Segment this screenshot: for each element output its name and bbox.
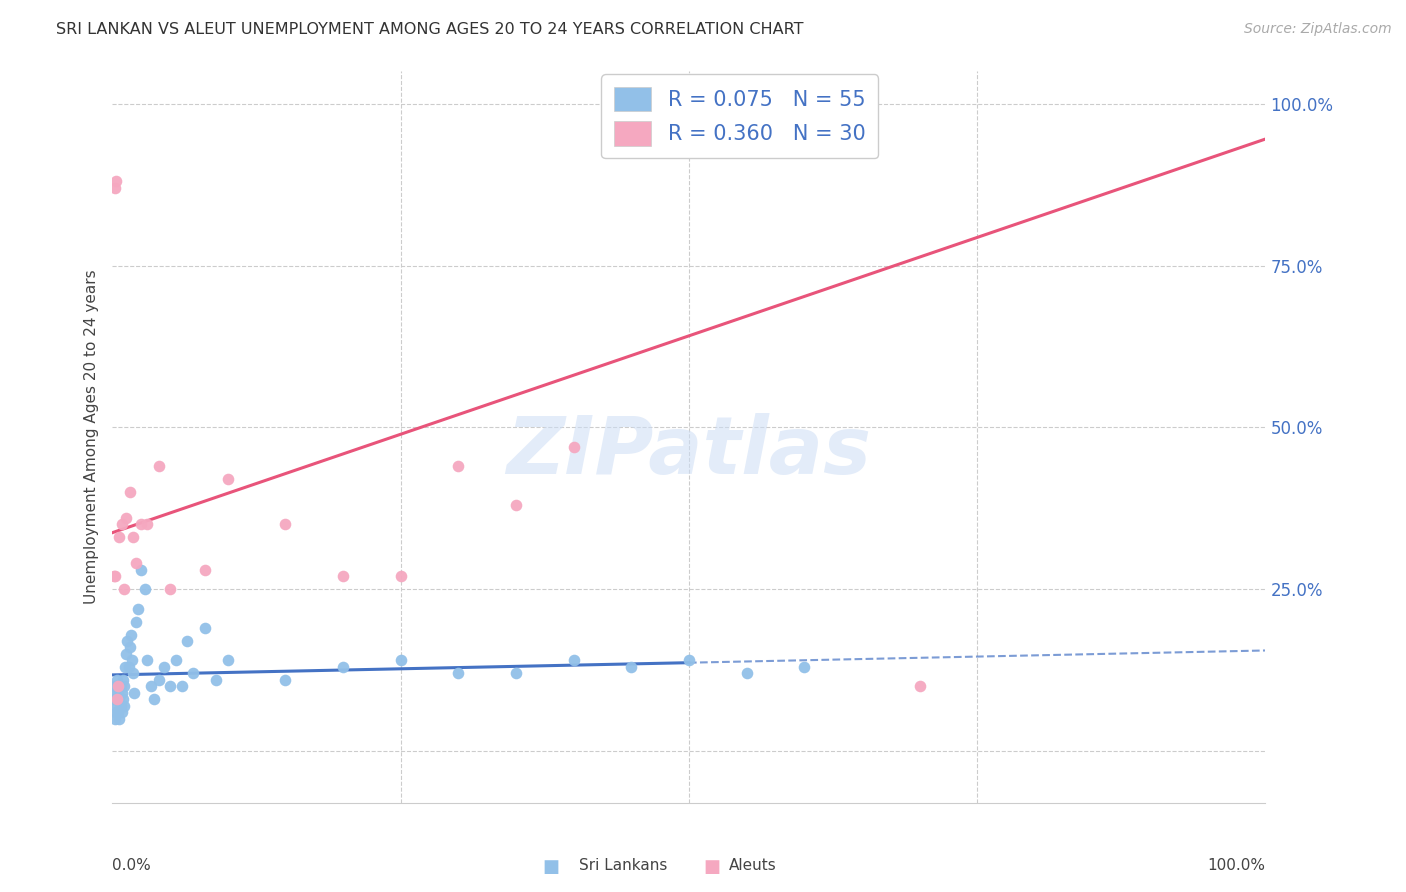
Point <box>112 698 135 713</box>
Point <box>793 660 815 674</box>
Point <box>139 679 162 693</box>
Point <box>389 569 412 583</box>
Point <box>217 472 239 486</box>
Point <box>103 692 125 706</box>
Point <box>111 673 134 687</box>
Point <box>118 485 141 500</box>
Text: 0.0%: 0.0% <box>112 858 152 872</box>
Point <box>124 557 146 571</box>
Point <box>111 705 134 719</box>
Point <box>136 517 159 532</box>
Point <box>562 440 585 454</box>
Point <box>117 660 139 674</box>
Point <box>121 653 143 667</box>
Point <box>148 459 170 474</box>
Text: Source: ZipAtlas.com: Source: ZipAtlas.com <box>1244 22 1392 37</box>
Point <box>108 530 131 544</box>
Point <box>120 627 142 641</box>
Point <box>115 511 138 525</box>
Point <box>134 582 156 597</box>
Point <box>678 96 700 111</box>
Point <box>110 698 132 713</box>
Legend: R = 0.075   N = 55, R = 0.360   N = 30: R = 0.075 N = 55, R = 0.360 N = 30 <box>602 74 879 158</box>
Point <box>851 96 873 111</box>
Point <box>129 563 153 577</box>
Point <box>389 653 412 667</box>
Point <box>620 660 643 674</box>
Point <box>129 517 153 532</box>
Y-axis label: Unemployment Among Ages 20 to 24 years: Unemployment Among Ages 20 to 24 years <box>83 269 98 605</box>
Point <box>505 666 527 681</box>
Point <box>332 569 354 583</box>
Point <box>104 686 127 700</box>
Point <box>136 653 159 667</box>
Point <box>112 679 135 693</box>
Point <box>143 692 166 706</box>
Point <box>176 634 198 648</box>
Point <box>105 698 128 713</box>
Text: 100.0%: 100.0% <box>1208 858 1265 872</box>
Point <box>127 601 149 615</box>
Point <box>505 498 527 512</box>
Point <box>107 679 129 693</box>
Point <box>148 673 170 687</box>
Text: SRI LANKAN VS ALEUT UNEMPLOYMENT AMONG AGES 20 TO 24 YEARS CORRELATION CHART: SRI LANKAN VS ALEUT UNEMPLOYMENT AMONG A… <box>56 22 804 37</box>
Point <box>122 666 145 681</box>
Point <box>115 647 138 661</box>
Point <box>104 679 127 693</box>
Point <box>620 96 643 111</box>
Point <box>111 686 134 700</box>
Point <box>562 653 585 667</box>
Point <box>108 712 131 726</box>
Point <box>103 569 125 583</box>
Point <box>153 660 176 674</box>
Point <box>107 686 129 700</box>
Point <box>107 705 129 719</box>
Point <box>104 181 127 195</box>
Text: ■: ■ <box>543 858 560 876</box>
Point <box>117 634 139 648</box>
Text: Aleuts: Aleuts <box>730 858 778 872</box>
Point <box>111 517 134 532</box>
Point <box>104 569 127 583</box>
Text: Sri Lankans: Sri Lankans <box>579 858 668 872</box>
Text: ZIPatlas: ZIPatlas <box>506 413 872 491</box>
Point <box>104 174 127 188</box>
Point <box>104 712 127 726</box>
Point <box>159 679 181 693</box>
Point <box>205 673 228 687</box>
Point <box>159 582 181 597</box>
Point <box>447 666 470 681</box>
Point <box>447 459 470 474</box>
Point <box>678 653 700 667</box>
Point <box>111 692 134 706</box>
Point <box>194 621 217 635</box>
Text: ■: ■ <box>703 858 720 876</box>
Point <box>110 679 132 693</box>
Point <box>793 96 815 111</box>
Point <box>105 673 128 687</box>
Point <box>181 666 204 681</box>
Point <box>274 517 297 532</box>
Point <box>194 563 217 577</box>
Point <box>217 653 239 667</box>
Point <box>124 686 146 700</box>
Point <box>112 582 135 597</box>
Point <box>735 666 758 681</box>
Point <box>908 679 931 693</box>
Point <box>274 673 297 687</box>
Point <box>122 530 145 544</box>
Point <box>124 615 146 629</box>
Point <box>118 640 141 655</box>
Point <box>114 660 136 674</box>
Point <box>165 653 187 667</box>
Point <box>108 692 131 706</box>
Point <box>332 660 354 674</box>
Point <box>170 679 193 693</box>
Point <box>104 705 127 719</box>
Point <box>105 692 128 706</box>
